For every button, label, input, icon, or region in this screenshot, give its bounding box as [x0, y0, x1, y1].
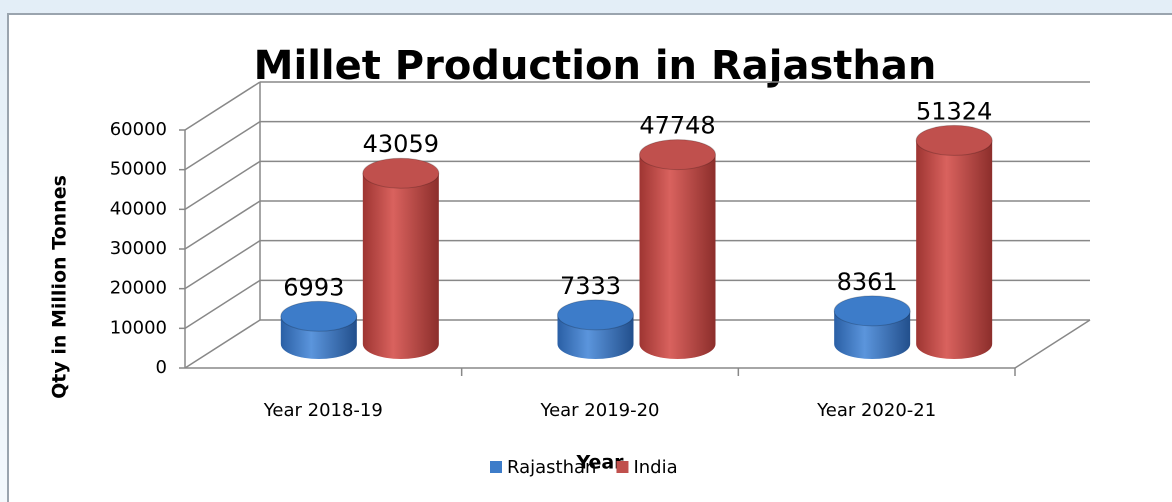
x-axis-label: Year — [575, 452, 624, 474]
cylinder — [362, 157, 440, 359]
data-label: 43059 — [363, 130, 439, 158]
bar-top — [833, 295, 911, 327]
bar-top — [915, 124, 993, 156]
bar-top — [280, 300, 358, 332]
data-label: 7333 — [560, 272, 621, 300]
legend-label: Rajasthan — [507, 457, 596, 478]
y-tick-label: 20000 — [110, 278, 167, 299]
legend-swatch — [616, 461, 629, 473]
data-label: 51324 — [916, 97, 992, 125]
bar-top — [557, 299, 634, 331]
x-tick-label: Year 2019-20 — [539, 400, 659, 421]
data-label: 8361 — [837, 268, 898, 296]
grid-line — [184, 121, 261, 171]
data-label: 47748 — [639, 112, 715, 140]
x-tick-label: Year 2020-21 — [816, 400, 936, 421]
y-tick-label: 50000 — [110, 159, 167, 180]
grid-line — [184, 160, 261, 210]
cylinder — [639, 139, 716, 359]
bar — [639, 154, 716, 359]
y-tick-label: 0 — [156, 357, 167, 378]
bar — [362, 173, 439, 359]
grid-line — [184, 240, 261, 290]
cylinder — [557, 299, 634, 359]
bar-top — [362, 157, 440, 189]
legend-swatch — [490, 461, 502, 473]
y-axis-label: Qty in Million Tonnes — [49, 175, 71, 399]
data-label: 6993 — [283, 273, 344, 301]
cylinder — [833, 295, 911, 359]
y-tick-label: 60000 — [110, 119, 167, 140]
floor-right — [1014, 319, 1091, 369]
grid-line — [184, 81, 261, 131]
cylinder — [915, 124, 993, 359]
cylinder — [280, 300, 358, 359]
legend-label: India — [633, 457, 677, 478]
grid-line — [184, 279, 261, 329]
x-tick-label: Year 2018-19 — [263, 400, 383, 421]
grid-line — [184, 200, 261, 250]
bar — [916, 140, 993, 359]
y-tick-label: 30000 — [110, 238, 167, 259]
bar-top — [639, 139, 716, 171]
grid-line — [184, 319, 261, 369]
y-tick-label: 10000 — [110, 317, 167, 338]
y-tick-label: 40000 — [110, 198, 167, 219]
